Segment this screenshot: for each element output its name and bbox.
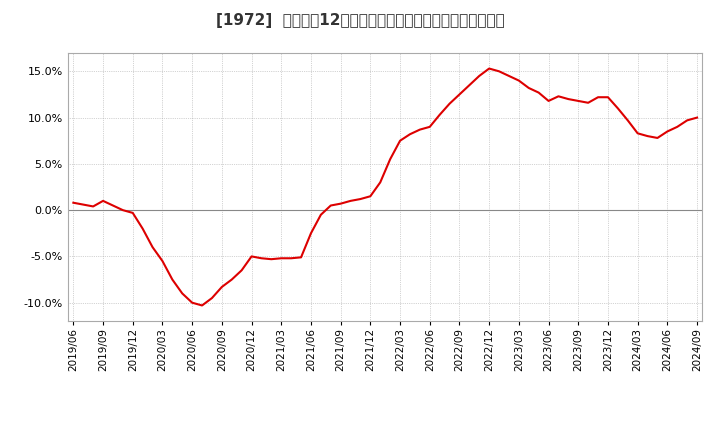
Text: [1972]  売上高の12か月移動合計の対前年同期増減率の推移: [1972] 売上高の12か月移動合計の対前年同期増減率の推移 bbox=[215, 13, 505, 28]
